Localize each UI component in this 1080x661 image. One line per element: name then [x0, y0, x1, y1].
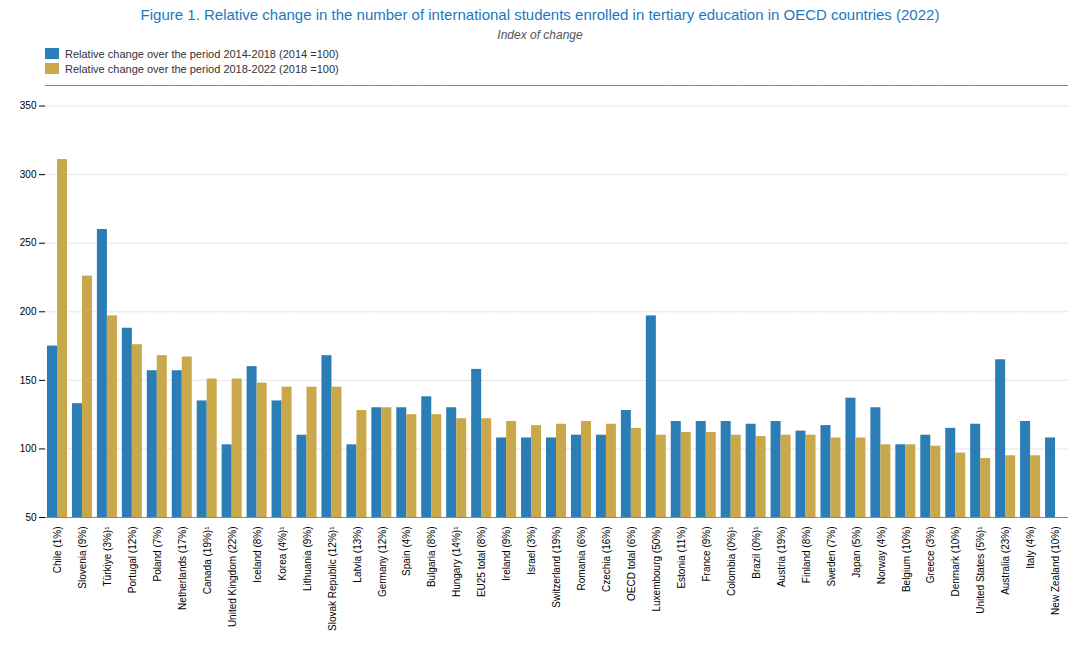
- svg-text:Iceland (8%): Iceland (8%): [252, 526, 263, 582]
- svg-text:Norway (4%): Norway (4%): [876, 526, 887, 584]
- svg-text:United States (5%)¹: United States (5%)¹: [975, 526, 986, 614]
- html-text:Figure 1. Relative change in t: Figure 1. Relative change in the number …: [140, 6, 940, 23]
- svg-text:200: 200: [20, 306, 37, 317]
- svg-text:Germany (12%): Germany (12%): [377, 526, 388, 597]
- svg-text:Sweden (7%): Sweden (7%): [826, 526, 837, 586]
- svg-text:100: 100: [20, 443, 37, 454]
- svg-text:Portugal (12%): Portugal (12%): [127, 526, 138, 593]
- svg-text:Greece (3%): Greece (3%): [925, 526, 936, 583]
- svg-text:EU25 total (8%): EU25 total (8%): [476, 526, 487, 597]
- svg-text:Hungary (14%)¹: Hungary (14%)¹: [451, 526, 462, 597]
- svg-text:Lithuania (9%): Lithuania (9%): [302, 526, 313, 590]
- svg-text:Romania (6%): Romania (6%): [576, 526, 587, 590]
- svg-text:250: 250: [20, 237, 37, 248]
- svg-text:Canada (19%)¹: Canada (19%)¹: [202, 526, 213, 594]
- svg-text:350: 350: [20, 100, 37, 111]
- svg-text:Chile (1%): Chile (1%): [52, 526, 63, 573]
- svg-text:Brazil (0%)¹: Brazil (0%)¹: [751, 526, 762, 579]
- svg-text:Luxembourg (50%): Luxembourg (50%): [651, 526, 662, 611]
- svg-text:Italy (4%): Italy (4%): [1025, 526, 1036, 568]
- svg-text:Spain (4%): Spain (4%): [401, 526, 412, 575]
- svg-text:OECD total (6%): OECD total (6%): [626, 526, 637, 600]
- svg-text:Bulgaria (8%): Bulgaria (8%): [426, 526, 437, 587]
- svg-text:Czechia (16%): Czechia (16%): [601, 526, 612, 592]
- svg-text:Türkiye (3%)¹: Türkiye (3%)¹: [102, 526, 113, 587]
- svg-text:Israel (3%): Israel (3%): [526, 526, 537, 574]
- svg-text:Estonia (11%): Estonia (11%): [676, 526, 687, 588]
- svg-text:Australia (23%): Australia (23%): [1000, 526, 1011, 594]
- svg-text:Colombia (0%)¹: Colombia (0%)¹: [726, 526, 737, 596]
- svg-text:New Zealand (10%): New Zealand (10%): [1050, 526, 1061, 614]
- svg-text:Austria (19%): Austria (19%): [776, 526, 787, 587]
- html-text:Index of change: Index of change: [497, 27, 583, 42]
- svg-text:Denmark (10%): Denmark (10%): [950, 526, 961, 596]
- svg-text:Belgium (10%): Belgium (10%): [901, 526, 912, 592]
- svg-text:Latvia (13%): Latvia (13%): [352, 526, 363, 582]
- svg-text:Finland (8%): Finland (8%): [801, 526, 812, 583]
- svg-text:Slovenia (9%): Slovenia (9%): [77, 526, 88, 588]
- svg-text:Japan (5%): Japan (5%): [851, 526, 862, 577]
- svg-text:United Kingdom (22%): United Kingdom (22%): [227, 526, 238, 627]
- html-text:Relative change over the perio: Relative change over the period 2014-201…: [65, 47, 339, 60]
- svg-text:Korea (4%)¹: Korea (4%)¹: [277, 526, 288, 581]
- html-text:Relative change over the perio: Relative change over the period 2018-202…: [65, 62, 339, 75]
- svg-text:150: 150: [20, 374, 37, 385]
- svg-text:Ireland (9%): Ireland (9%): [501, 526, 512, 580]
- svg-text:Slovak Republic (12%)¹: Slovak Republic (12%)¹: [327, 526, 338, 631]
- svg-text:50: 50: [25, 511, 37, 522]
- svg-text:300: 300: [20, 169, 37, 180]
- svg-text:Poland (7%): Poland (7%): [152, 526, 163, 581]
- svg-text:Switzerland (19%): Switzerland (19%): [551, 526, 562, 607]
- svg-text:France (9%): France (9%): [701, 526, 712, 581]
- svg-text:Netherlands (17%): Netherlands (17%): [177, 526, 188, 609]
